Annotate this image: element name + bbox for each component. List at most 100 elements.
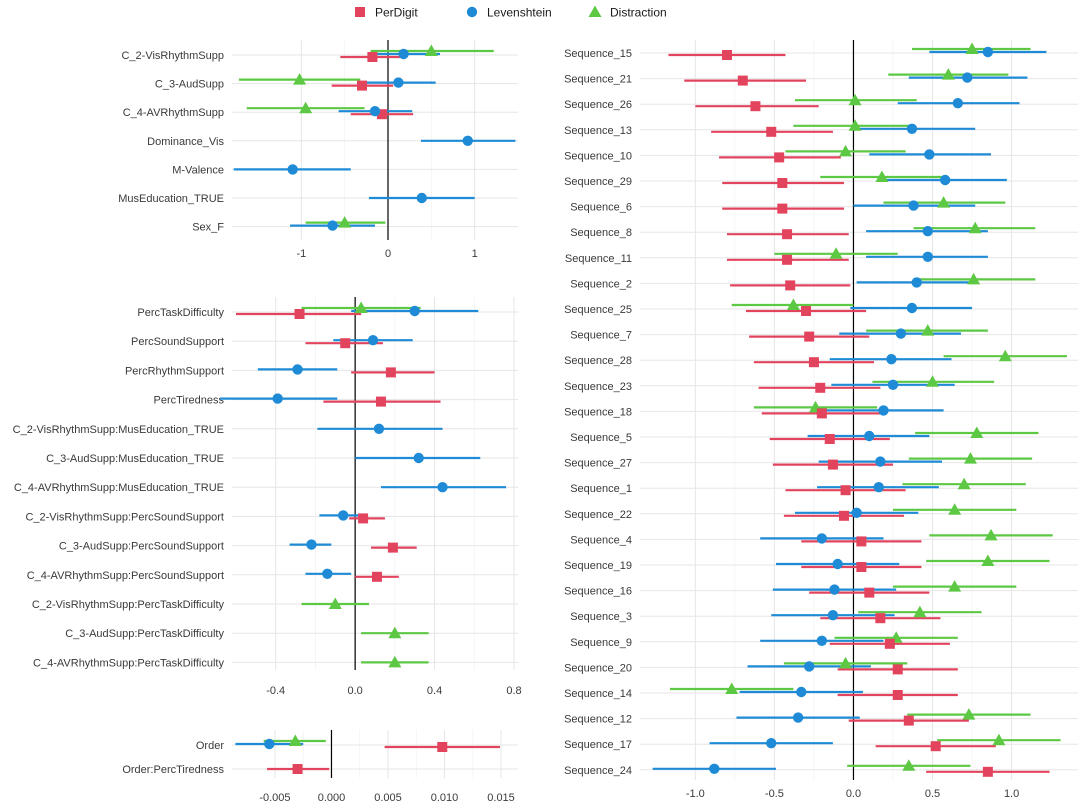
point-levenshtein <box>287 164 298 175</box>
point-distraction <box>957 477 971 490</box>
row-label: C_4-AVRhythmSupp:PercTaskDifficulty <box>33 657 224 669</box>
point-perdigit <box>892 664 903 675</box>
point-levenshtein <box>906 123 918 134</box>
legend-key-levenshtein <box>466 6 478 18</box>
row-label: Sequence_22 <box>564 509 632 521</box>
x-tick-label: -0.005 <box>259 792 290 803</box>
point-distraction <box>786 298 800 310</box>
x-tick-label: 0.4 <box>427 685 442 697</box>
x-tick-label: -1.0 <box>686 788 705 800</box>
point-levenshtein <box>373 423 385 434</box>
point-distraction <box>913 605 927 618</box>
row-label: C_2-VisRhythmSupp:PercTaskDifficulty <box>32 599 225 611</box>
point-levenshtein <box>709 763 720 774</box>
row-label: C_3-AudSupp <box>155 79 224 91</box>
point-perdigit <box>816 408 827 419</box>
point-levenshtein <box>792 712 804 723</box>
point-distraction <box>388 655 402 668</box>
point-perdigit <box>838 510 849 521</box>
point-distraction <box>829 247 843 259</box>
row-label: Sequence_26 <box>564 99 632 111</box>
row-label: Sequence_21 <box>564 74 632 86</box>
point-perdigit <box>750 101 761 112</box>
point-perdigit <box>737 75 748 86</box>
row-label: PercTiredness <box>153 395 224 407</box>
row-label: C_3-AudSupp:PercSoundSupport <box>59 541 224 553</box>
point-distraction <box>848 119 862 131</box>
row-label: C_4-AVRhythmSupp:MusEducation_TRUE <box>14 482 224 494</box>
row-label: Sequence_1 <box>570 483 632 495</box>
row-label: Sequence_11 <box>565 253 632 265</box>
point-distraction <box>948 580 962 592</box>
legend-label: PerDigit <box>375 6 418 20</box>
point-distraction <box>839 656 853 669</box>
point-levenshtein <box>398 48 409 60</box>
row-label: Sequence_25 <box>564 304 632 316</box>
point-perdigit <box>721 50 732 60</box>
point-levenshtein <box>816 635 828 646</box>
row-label: Sequence_19 <box>564 560 632 572</box>
x-tick-label: 0.0 <box>846 788 861 800</box>
point-perdigit <box>982 766 993 777</box>
point-levenshtein <box>922 251 933 262</box>
row-label: Sequence_4 <box>570 534 632 546</box>
row-label: Sequence_28 <box>564 355 632 367</box>
point-distraction <box>992 733 1006 746</box>
point-levenshtein <box>952 98 964 109</box>
point-distraction <box>967 272 981 285</box>
x-tick-label: -0.4 <box>266 685 285 697</box>
x-tick-label: 0.005 <box>374 792 402 803</box>
point-distraction <box>839 144 853 157</box>
point-perdigit <box>892 690 903 700</box>
point-levenshtein <box>306 539 317 550</box>
row-label: PercSoundSupport <box>131 336 224 348</box>
legend-item-distraction: Distraction <box>588 5 667 20</box>
legend-key-distraction <box>588 5 602 17</box>
point-levenshtein <box>409 305 420 317</box>
plot-panels: -1 0 1 C_2-VisRhythmSupp C_3-AudSupp C_4-AVRh… <box>13 40 1078 803</box>
row-label: Sequence_16 <box>564 586 632 598</box>
point-levenshtein <box>369 106 381 117</box>
row-label: Sequence_27 <box>564 458 632 470</box>
point-perdigit <box>808 357 819 368</box>
point-levenshtein <box>338 510 349 521</box>
point-distraction <box>921 324 935 336</box>
x-tick-label: 0.8 <box>506 685 521 697</box>
point-distraction <box>941 68 955 80</box>
row-label: Sequence_13 <box>564 125 632 137</box>
point-levenshtein <box>462 135 473 146</box>
point-levenshtein <box>875 456 886 467</box>
point-levenshtein <box>327 220 338 231</box>
row-label: Sequence_2 <box>570 278 632 290</box>
point-distraction <box>984 528 998 541</box>
point-distraction <box>328 597 342 609</box>
row-label: Sequence_12 <box>564 714 632 726</box>
point-perdigit <box>930 741 941 752</box>
point-perdigit <box>875 613 886 624</box>
row-label: Sequence_23 <box>564 381 632 393</box>
point-perdigit <box>827 459 838 470</box>
point-levenshtein <box>886 354 897 365</box>
row-label: Order:PercTiredness <box>122 764 224 776</box>
point-levenshtein <box>829 584 840 595</box>
point-levenshtein <box>437 482 448 493</box>
x-tick-label: 1.0 <box>1004 788 1019 800</box>
row-label: Sequence_20 <box>564 662 632 674</box>
point-levenshtein <box>832 558 843 570</box>
x-tick-label: 0 <box>385 248 391 260</box>
point-distraction <box>354 301 368 313</box>
point-perdigit <box>815 382 826 393</box>
point-levenshtein <box>292 364 303 375</box>
point-levenshtein <box>939 174 951 186</box>
row-label: MusEducation_TRUE <box>118 193 224 205</box>
point-perdigit <box>358 513 369 524</box>
point-levenshtein <box>908 200 919 211</box>
point-levenshtein <box>413 452 424 464</box>
row-label: Sequence_5 <box>570 432 632 444</box>
point-distraction <box>902 759 916 771</box>
point-perdigit <box>856 536 867 547</box>
point-perdigit <box>824 434 835 444</box>
row-label: Sequence_17 <box>564 739 632 751</box>
row-label: PercRhythmSupport <box>125 365 224 377</box>
